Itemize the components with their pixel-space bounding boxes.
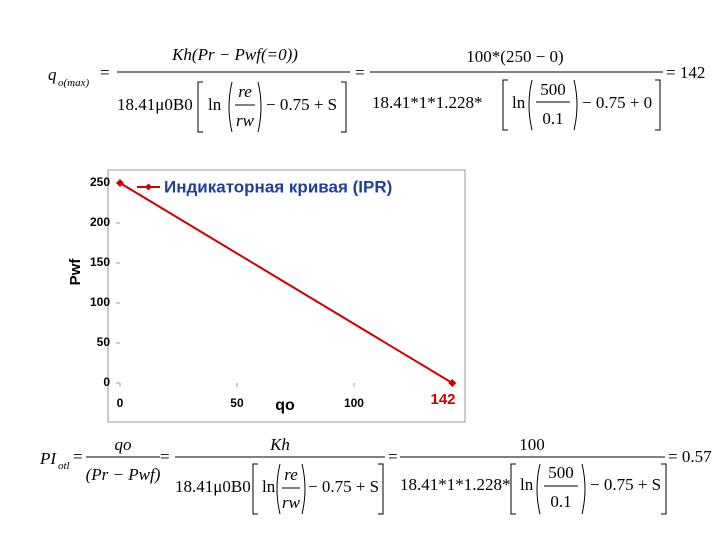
formula-text: q [48, 65, 57, 84]
formula-text: 18.41μ0B0 [117, 95, 193, 114]
formula-text: re [284, 465, 298, 484]
x-axis-label: qo [275, 397, 295, 414]
formula-text: = [160, 447, 170, 466]
formula-text: = [388, 447, 398, 466]
bracket [502, 79, 508, 131]
formula-text: = 142 [666, 63, 705, 82]
formula-text: PI [39, 449, 57, 468]
formula-text: (Pr − Pwf) [86, 465, 161, 484]
x-tick-label: 50 [230, 396, 244, 410]
formula-text: Kh [269, 435, 290, 454]
paren [276, 463, 306, 515]
formula-text: re [238, 82, 252, 101]
formula-text: ln [520, 475, 534, 494]
y-tick-label: 250 [90, 175, 110, 189]
formula-text: ln [208, 95, 222, 114]
y-tick-label: 200 [90, 215, 110, 229]
formula-text: 0.1 [542, 109, 563, 128]
formula-text: otl [58, 460, 70, 472]
formula-text: 18.41*1*1.228* [400, 475, 511, 494]
y-tick-label: 150 [90, 255, 110, 269]
point-marker [116, 179, 124, 187]
y-tick-label: 0 [103, 375, 110, 389]
legend-label: Индикаторная кривая (IPR) [164, 177, 392, 196]
formula-text: 500 [540, 80, 566, 99]
formula-text: − 0.75 + 0 [582, 93, 652, 112]
formula-text: Kh(Pr − Pwf(=0)) [171, 45, 298, 64]
formula-bottom: PI otl = qo (Pr − Pwf) = Kh 18.41μ0B0 ln… [39, 435, 712, 515]
y-tick-label: 50 [97, 335, 111, 349]
formula-text: = [355, 63, 365, 82]
formula-text: = [100, 63, 110, 82]
formula-text: ln [512, 93, 526, 112]
bracket [341, 81, 347, 133]
bracket [661, 463, 667, 515]
paren [536, 463, 586, 515]
formula-text: 500 [548, 463, 574, 482]
y-axis-label: Pwf [67, 258, 84, 286]
legend-marker [145, 183, 152, 191]
plot-frame [107, 169, 466, 423]
formula-text: 0.1 [550, 492, 571, 511]
paren [528, 79, 578, 131]
formula-text: − 0.75 + S [308, 477, 379, 496]
bracket [655, 79, 661, 131]
bracket [510, 463, 516, 515]
formula-text: o(max) [58, 77, 89, 89]
formula-text: qo [115, 435, 132, 454]
formula-text: = [73, 447, 83, 466]
formula-text: rw [282, 493, 301, 512]
formula-text: = 0.57 [668, 447, 712, 466]
formula-top: q o(max) = Kh(Pr − Pwf(=0)) 18.41μ0B0 ln… [48, 45, 705, 133]
y-tick-label: 100 [90, 295, 110, 309]
bracket [378, 463, 384, 515]
formula-text: ln [262, 477, 276, 496]
point-marker [448, 379, 457, 387]
paren [228, 81, 262, 133]
chart: 0 50 100 150 200 250 0 50 100 qo Pwf Индикаторная к… [67, 175, 457, 414]
x-tick-label: 100 [344, 396, 364, 410]
formula-text: 100 [519, 435, 545, 454]
bracket [197, 81, 203, 133]
annotation: 142 [430, 391, 455, 408]
formula-text: 18.41μ0B0 [175, 477, 251, 496]
formula-text: − 0.75 + S [266, 95, 337, 114]
bracket [252, 463, 258, 515]
formula-text: rw [236, 111, 255, 130]
x-tick-label: 0 [117, 396, 124, 410]
formula-text: 18.41*1*1.228* [372, 93, 483, 112]
formula-text: − 0.75 + S [590, 475, 661, 494]
formula-text: 100*(250 − 0) [466, 47, 563, 66]
series-line [119, 182, 453, 384]
